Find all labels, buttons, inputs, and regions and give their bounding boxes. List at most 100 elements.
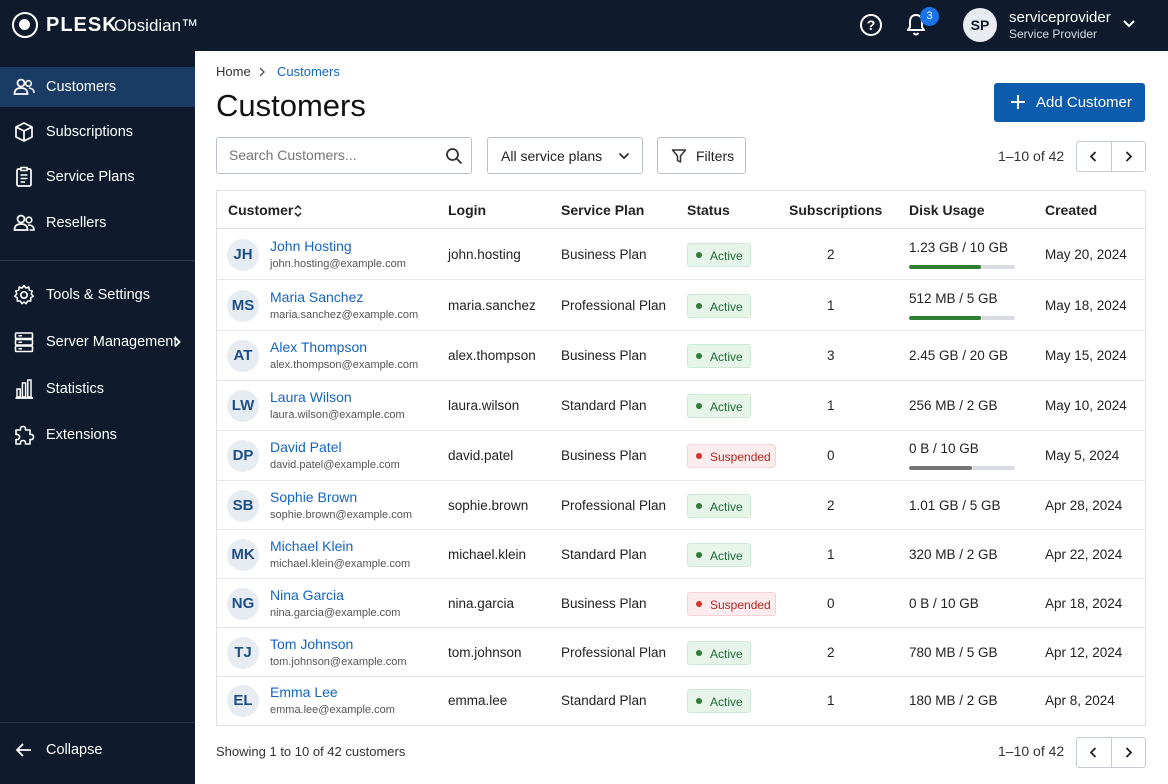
status-dot-icon (696, 303, 702, 309)
customer-login: tom.johnson (448, 645, 522, 660)
customer-avatar: JH (227, 239, 259, 271)
customer-name-link[interactable]: David Patel (270, 439, 342, 455)
column-header-subscriptions[interactable]: Subscriptions (789, 202, 883, 218)
created-date: Apr 22, 2024 (1045, 547, 1123, 562)
customer-avatar: MS (227, 290, 259, 322)
service-plan-select[interactable]: All service plans (487, 137, 643, 174)
user-name[interactable]: serviceprovider (1009, 9, 1111, 26)
sidebar-item-resellers[interactable]: Resellers (0, 203, 195, 243)
sidebar-item-tools-settings[interactable]: Tools & Settings (0, 275, 195, 315)
disk-usage-fill (909, 316, 982, 320)
sidebar-item-server-management[interactable]: Server Management (0, 322, 195, 362)
status-label: Suspended (710, 450, 771, 464)
customer-name-link[interactable]: Nina Garcia (270, 587, 344, 603)
sort-icon[interactable] (293, 204, 303, 218)
next-page-button[interactable] (1112, 142, 1146, 171)
chevron-right-icon (259, 67, 265, 77)
clipboard-icon (16, 166, 32, 187)
sidebar-divider (0, 722, 195, 723)
sidebar-item-statistics[interactable]: Statistics (0, 369, 195, 409)
service-plan: Professional Plan (561, 298, 667, 313)
customer-name-link[interactable]: Sophie Brown (270, 489, 358, 505)
column-header-created[interactable]: Created (1045, 202, 1098, 218)
column-header-customer[interactable]: Customer (228, 202, 294, 218)
customer-avatar: AT (227, 340, 259, 372)
search-icon[interactable] (445, 147, 463, 165)
page-title: Customers (216, 88, 366, 123)
sidebar-item-subscriptions[interactable]: Subscriptions (0, 112, 195, 152)
top-bar: PLESK Obsidian™ ? 3 SP serviceprovider S… (0, 0, 1168, 51)
service-plan: Business Plan (561, 247, 647, 262)
status-label: Suspended (710, 598, 771, 612)
previous-page-button[interactable] (1077, 142, 1111, 171)
user-avatar[interactable]: SP (963, 8, 997, 42)
brand-edition: Obsidian™ (114, 16, 199, 35)
status-badge: Suspended (687, 444, 776, 468)
disk-usage-fill (909, 265, 982, 269)
chevron-left-icon (1089, 747, 1097, 758)
disk-usage: 2.45 GB / 20 GB (909, 348, 1009, 363)
plesk-logo-icon[interactable] (12, 12, 38, 38)
column-header-login[interactable]: Login (448, 202, 487, 218)
status-badge: Active (687, 641, 751, 665)
filters-label: Filters (696, 148, 735, 164)
collapse-button[interactable]: Collapse (0, 730, 195, 770)
column-header-status[interactable]: Status (687, 202, 730, 218)
arrow-left-icon (15, 743, 31, 757)
table-row[interactable]: NG Nina Garcia nina.garcia@example.com nina… (217, 579, 1145, 628)
sidebar: Customers Subscriptions Service Plans Re… (0, 51, 195, 784)
customer-name-link[interactable]: John Hosting (270, 238, 352, 254)
pagination-top (1076, 141, 1146, 172)
disk-usage: 1.23 GB / 10 GB (909, 240, 1009, 255)
status-dot-icon (696, 552, 702, 558)
customer-name-link[interactable]: Tom Johnson (270, 636, 354, 652)
column-header-service-plan[interactable]: Service Plan (561, 202, 645, 218)
service-plan: Standard Plan (561, 547, 647, 562)
created-date: Apr 28, 2024 (1045, 498, 1123, 513)
sidebar-item-customers[interactable]: Customers (0, 67, 195, 107)
customer-login: michael.klein (448, 547, 527, 562)
sidebar-item-label: Resellers (46, 215, 107, 231)
table-row[interactable]: DP David Patel david.patel@example.com davi… (217, 431, 1145, 481)
customer-login: david.patel (448, 448, 514, 463)
customer-avatar: MK (227, 539, 259, 571)
sidebar-item-service-plans[interactable]: Service Plans (0, 157, 195, 197)
table-row[interactable]: EL Emma Lee emma.lee@example.com emma.lee St… (217, 677, 1145, 725)
pagination-bottom (1076, 737, 1146, 768)
pager-divider (1111, 142, 1112, 171)
table-row[interactable]: MK Michael Klein michael.klein@example.com… (217, 530, 1145, 579)
table-row[interactable]: TJ Tom Johnson tom.johnson@example.com tom.… (217, 628, 1145, 677)
service-plan-select-value: All service plans (501, 148, 603, 164)
chevron-down-icon[interactable] (1122, 17, 1136, 31)
customer-name-link[interactable]: Michael Klein (270, 538, 354, 554)
status-label: Active (710, 249, 743, 263)
add-customer-button[interactable]: Add Customer (994, 83, 1145, 122)
sidebar-item-extensions[interactable]: Extensions (0, 415, 195, 455)
breadcrumb-current[interactable]: Customers (277, 64, 340, 79)
customer-name-link[interactable]: Laura Wilson (270, 389, 352, 405)
previous-page-button[interactable] (1077, 738, 1111, 767)
pagination-range: 1–10 of 42 (998, 148, 1065, 164)
table-row[interactable]: LW Laura Wilson laura.wilson@example.com la… (217, 381, 1145, 431)
status-label: Active (710, 549, 743, 563)
service-plan: Professional Plan (561, 645, 667, 660)
table-row[interactable]: MS Maria Sanchez maria.sanchez@example.com… (217, 280, 1145, 331)
created-date: Apr 8, 2024 (1045, 693, 1115, 708)
disk-usage: 0 B / 10 GB (909, 596, 979, 611)
table-row[interactable]: SB Sophie Brown sophie.brown@example.com so… (217, 481, 1145, 530)
chevron-right-icon[interactable] (172, 336, 182, 348)
help-icon[interactable]: ? (860, 14, 882, 36)
customer-name-link[interactable]: Emma Lee (270, 684, 338, 700)
status-label: Active (710, 647, 743, 661)
table-row[interactable]: JH John Hosting john.hosting@example.com jo… (217, 230, 1145, 280)
subscriptions-count: 1 (827, 398, 835, 413)
filters-button[interactable]: Filters (657, 137, 746, 174)
breadcrumb-home[interactable]: Home (216, 64, 251, 79)
customer-name-link[interactable]: Maria Sanchez (270, 289, 364, 305)
column-header-disk-usage[interactable]: Disk Usage (909, 202, 985, 218)
search-input[interactable] (229, 147, 439, 163)
table-row[interactable]: AT Alex Thompson alex.thompson@example.com… (217, 331, 1145, 381)
customer-name-link[interactable]: Alex Thompson (270, 339, 368, 355)
next-page-button[interactable] (1112, 738, 1146, 767)
breadcrumb: Home Customers (216, 64, 340, 79)
